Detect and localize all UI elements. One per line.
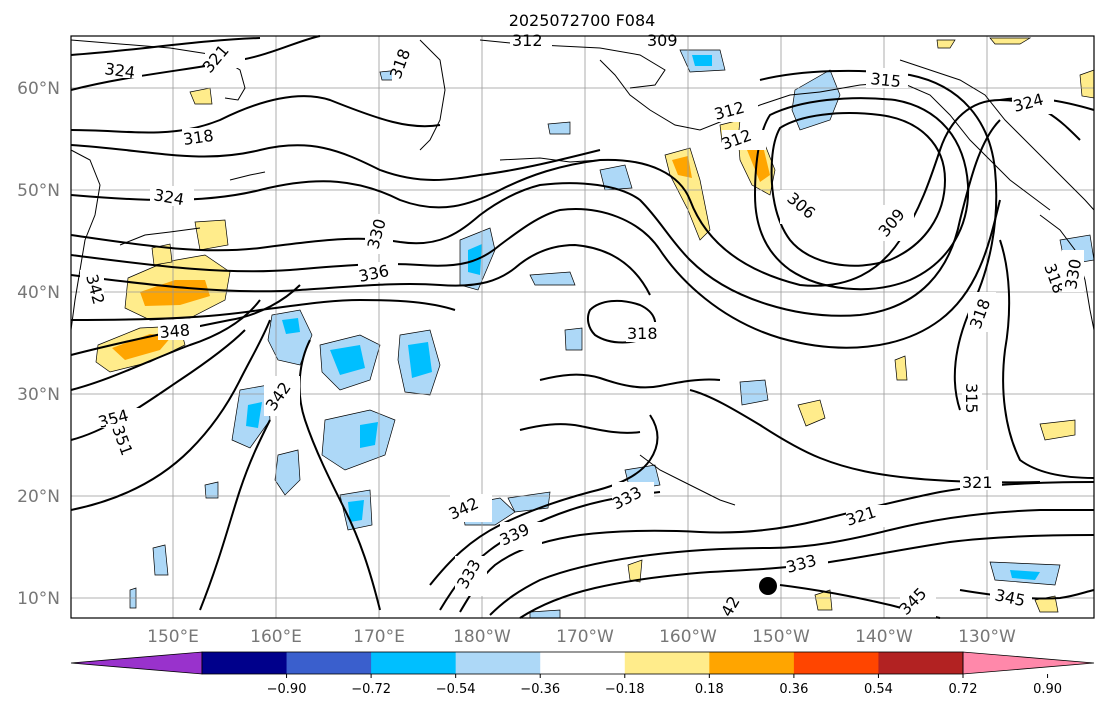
storm-marker — [759, 577, 777, 595]
colorbar-segment — [624, 652, 710, 674]
contour-label: 318 — [627, 324, 658, 343]
colorbar-tick-label: 0.54 — [864, 682, 893, 697]
colorbar-tick-label: −0.36 — [520, 682, 560, 697]
contour-label: 321 — [962, 473, 993, 492]
colorbar-segment — [793, 652, 879, 674]
contour-label: 318 — [182, 126, 215, 149]
lon-label: 170°E — [353, 627, 405, 647]
map-panel: 324 321 318 312 309 318 318 324 330 336 … — [70, 31, 1095, 620]
contour-label: 315 — [962, 383, 981, 414]
lat-label: 50°N — [17, 181, 60, 201]
contour-labels: 324 321 318 312 309 318 318 324 330 336 … — [80, 31, 1085, 620]
colorbar-segment — [540, 652, 626, 674]
lon-label: 180°W — [453, 627, 511, 647]
colorbar-tick-label: 0.18 — [695, 682, 724, 697]
lat-label: 20°N — [17, 487, 60, 507]
lon-label: 130°W — [958, 627, 1016, 647]
colorbar-extend-min — [70, 651, 203, 675]
colorbar-tick-label: −0.54 — [436, 682, 476, 697]
contour-label: 312 — [512, 31, 543, 50]
contour-label: 324 — [103, 59, 136, 82]
lon-label: 160°W — [659, 627, 717, 647]
colorbar-frame — [201, 651, 964, 675]
colorbar-tick-label: −0.90 — [267, 682, 307, 697]
lon-label: 160°E — [250, 627, 302, 647]
colorbar-tick-label: −0.72 — [351, 682, 391, 697]
colorbar-segment — [455, 652, 541, 674]
contour-label: 315 — [870, 69, 902, 91]
colorbar: −0.90 −0.72 −0.54 −0.36 −0.18 0.18 0.36 0.54 0.7… — [70, 651, 1095, 697]
figure-title: 2025072700 F084 — [509, 11, 656, 30]
colorbar-tick-label: 0.72 — [949, 682, 978, 697]
colorbar-segment — [202, 652, 288, 674]
lat-label: 10°N — [17, 589, 60, 609]
lon-label: 150°E — [147, 627, 199, 647]
lon-label: 140°W — [855, 627, 913, 647]
lat-label: 60°N — [17, 79, 60, 99]
contour-label: 309 — [647, 31, 678, 50]
latitude-labels: 60°N 50°N 40°N 30°N 20°N 10°N — [17, 79, 60, 609]
colorbar-segment — [371, 652, 457, 674]
map-frame — [70, 35, 1095, 619]
contour-label: 348 — [159, 320, 191, 342]
colorbar-extend-max — [962, 651, 1095, 675]
lon-label: 150°W — [752, 627, 810, 647]
colorbar-tick-label: −0.18 — [605, 682, 645, 697]
colorbar-segment — [709, 652, 795, 674]
colorbar-tick-label: 0.36 — [779, 682, 808, 697]
longitude-labels: 150°E 160°E 170°E 180°W 170°W 160°W 150°… — [147, 627, 1016, 647]
lat-label: 40°N — [17, 283, 60, 303]
lat-label: 30°N — [17, 385, 60, 405]
colorbar-segment — [878, 652, 964, 674]
colorbar-segment — [286, 652, 372, 674]
lon-label: 170°W — [556, 627, 614, 647]
colorbar-tick-label: 0.90 — [1033, 682, 1062, 697]
